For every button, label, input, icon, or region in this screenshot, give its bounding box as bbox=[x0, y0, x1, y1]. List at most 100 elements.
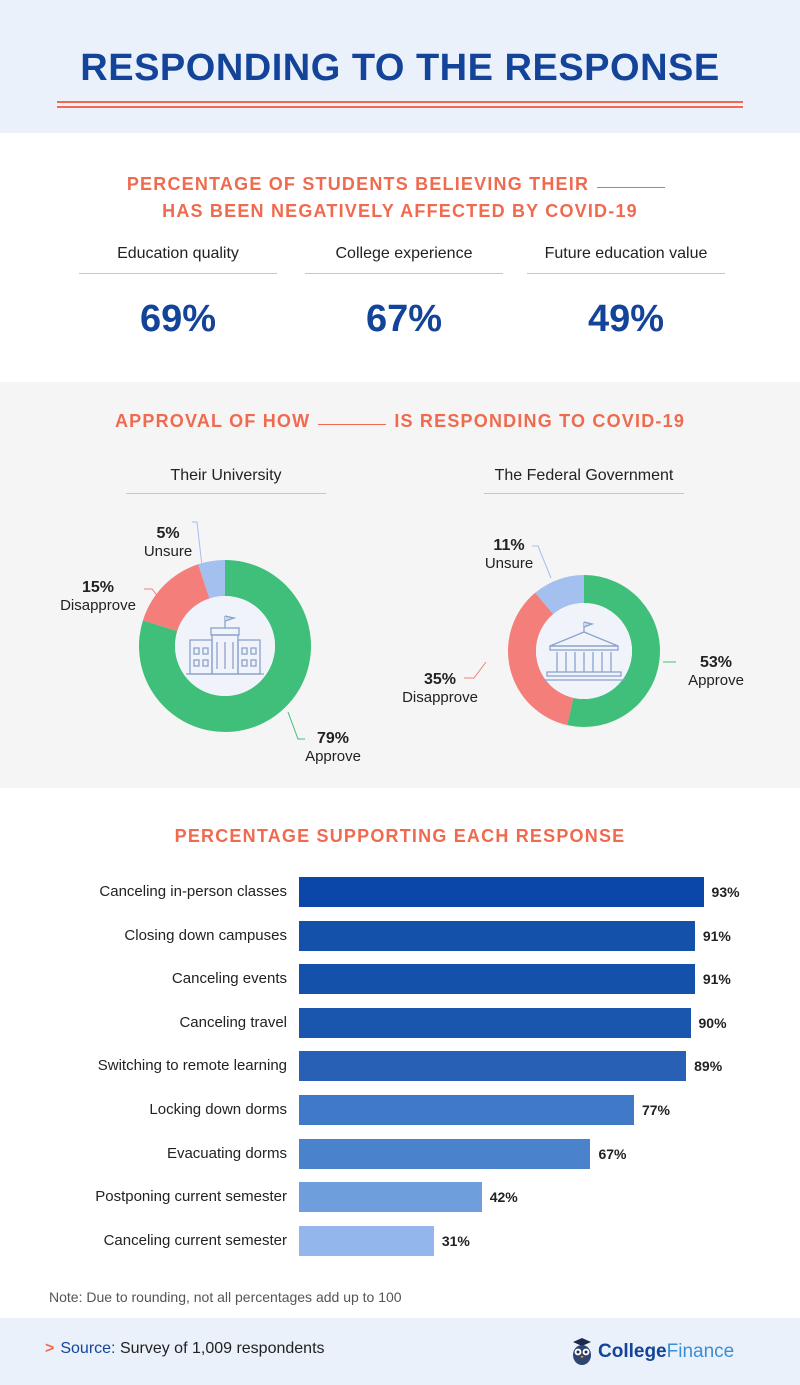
bar-category-label: Postponing current semester bbox=[95, 1188, 287, 1206]
stat-label: College experience bbox=[305, 245, 503, 274]
bar bbox=[299, 1095, 634, 1125]
bar-category-label: Switching to remote learning bbox=[97, 1057, 287, 1075]
fill-blank-line bbox=[318, 423, 387, 425]
section1-title-line2: HAS BEEN NEGATIVELY AFFECTED BY COVID-19 bbox=[162, 201, 638, 221]
bar-row: Switching to remote learning 89% bbox=[0, 1051, 800, 1082]
value-uni-approve: 79% bbox=[316, 730, 350, 747]
bar-value-label: 42% bbox=[489, 1189, 518, 1206]
bar-value-label: 90% bbox=[698, 1014, 727, 1031]
label-gov-unsure: 11% Unsure bbox=[478, 537, 540, 573]
stat-value: 67% bbox=[365, 298, 443, 340]
chevron-right-icon: > bbox=[45, 1340, 55, 1357]
donut-slice-gov-approve bbox=[567, 575, 661, 727]
section2-title: APPROVAL OF HOW IS RESPONDING TO COVID-19 bbox=[114, 411, 686, 431]
bar-value-label: 91% bbox=[702, 971, 731, 988]
fill-blank-line bbox=[597, 186, 666, 188]
label-gov-approve: 53% Approve bbox=[680, 654, 752, 690]
bar bbox=[299, 920, 695, 951]
donut-charts bbox=[138, 521, 676, 740]
bar bbox=[299, 1138, 591, 1169]
bar-row: Locking down dorms 77% bbox=[0, 1095, 800, 1125]
bar-category-label: Canceling travel bbox=[179, 1013, 287, 1031]
donut-slice-uni-approve bbox=[138, 560, 311, 732]
page-title: RESPONDING TO THE RESPONSE bbox=[80, 47, 720, 89]
rounding-note: Note: Due to rounding, not all percentag… bbox=[49, 1289, 402, 1305]
brand-name: CollegeFinance bbox=[598, 1341, 735, 1362]
bar bbox=[299, 1051, 687, 1082]
bar-value-label: 91% bbox=[702, 927, 731, 944]
leader-line-uni-unsure bbox=[192, 521, 204, 576]
leader-line-gov-unsure bbox=[532, 545, 552, 579]
category-gov-unsure: Unsure bbox=[484, 555, 534, 572]
negative-effect-section: PERCENTAGE OF STUDENTS BELIEVING THEIR H… bbox=[0, 133, 800, 382]
bar bbox=[299, 1225, 434, 1256]
label-uni-approve: 79% Approve bbox=[298, 730, 368, 766]
bar-row: Closing down campuses 91% bbox=[0, 920, 800, 951]
owl-icon bbox=[573, 1338, 591, 1365]
bar-category-label: Canceling events bbox=[171, 970, 287, 988]
leader-line-uni-disapprove bbox=[144, 588, 164, 604]
stat-label: Future education value bbox=[527, 245, 725, 274]
value-uni-unsure: 5% bbox=[156, 525, 180, 542]
category-gov-disapprove: Disapprove bbox=[402, 689, 478, 706]
bar bbox=[299, 1007, 691, 1038]
value-uni-disapprove: 15% bbox=[81, 579, 115, 596]
stat-value: 49% bbox=[587, 298, 665, 340]
category-gov-approve: Approve bbox=[688, 672, 744, 689]
source-line: > Source: Survey of 1,009 respondents bbox=[45, 1340, 325, 1358]
federal-building-icon bbox=[543, 621, 625, 681]
bar-value-label: 89% bbox=[694, 1058, 723, 1075]
support-section: PERCENTAGE SUPPORTING EACH RESPONSE Canc… bbox=[0, 788, 800, 1318]
bar-row: Canceling events 91% bbox=[0, 964, 800, 995]
donut-slice-uni-disapprove bbox=[142, 564, 210, 632]
value-gov-unsure: 11% bbox=[493, 537, 525, 554]
stat-college-experience: College experience 67% bbox=[305, 245, 503, 341]
section1-title-line1: PERCENTAGE OF STUDENTS BELIEVING THEIR bbox=[0, 174, 800, 195]
label-uni-unsure: 5% Unsure bbox=[140, 525, 196, 561]
approval-section: APPROVAL OF HOW IS RESPONDING TO COVID-19… bbox=[0, 382, 800, 788]
category-uni-unsure: Unsure bbox=[143, 543, 193, 560]
label-uni-disapprove: 15% Disapprove bbox=[52, 579, 144, 615]
stat-value: 69% bbox=[139, 298, 217, 340]
bar-value-label: 93% bbox=[711, 884, 740, 900]
source-key: Source: bbox=[60, 1340, 116, 1357]
donut-title-university: Their University bbox=[126, 467, 326, 494]
bar-row: Canceling travel 90% bbox=[0, 1007, 800, 1038]
title-rule-bottom bbox=[57, 106, 743, 108]
donut-slice-gov-unsure bbox=[535, 575, 584, 615]
title-rule-top bbox=[57, 101, 743, 103]
bar-row: Canceling current semester 31% bbox=[0, 1225, 800, 1256]
category-uni-disapprove: Disapprove bbox=[60, 597, 136, 614]
value-gov-disapprove: 35% bbox=[423, 671, 457, 688]
stat-label: Education quality bbox=[79, 245, 277, 274]
value-gov-approve: 53% bbox=[699, 654, 733, 671]
bar-value-label: 77% bbox=[641, 1102, 670, 1118]
bar-category-label: Canceling current semester bbox=[103, 1231, 287, 1249]
university-building-icon bbox=[186, 615, 264, 675]
leader-line-gov-disapprove bbox=[464, 661, 487, 679]
donut-hole-gov bbox=[536, 603, 632, 699]
category-uni-approve: Approve bbox=[305, 748, 361, 765]
donut-title-government: The Federal Government bbox=[484, 467, 684, 494]
donut-slice-uni-unsure bbox=[198, 560, 225, 599]
bar-category-label: Locking down dorms bbox=[149, 1101, 287, 1118]
bar-row: Canceling in-person classes 93% bbox=[0, 877, 800, 907]
bar-value-label: 67% bbox=[598, 1145, 627, 1162]
stat-education-quality: Education quality 69% bbox=[79, 245, 277, 341]
bar bbox=[299, 877, 704, 907]
section3-title: PERCENTAGE SUPPORTING EACH RESPONSE bbox=[174, 826, 626, 846]
bar-row: Postponing current semester 42% bbox=[0, 1182, 800, 1213]
source-text: Survey of 1,009 respondents bbox=[119, 1340, 325, 1357]
leader-line-uni-approve bbox=[287, 711, 305, 740]
bar bbox=[299, 964, 695, 995]
header-band: RESPONDING TO THE RESPONSE bbox=[0, 0, 800, 133]
bar-category-label: Canceling in-person classes bbox=[99, 883, 287, 900]
stat-future-education-value: Future education value 49% bbox=[527, 245, 725, 341]
donut-slice-gov-disapprove bbox=[508, 592, 574, 726]
footer-band: > Source: Survey of 1,009 respondents Col… bbox=[0, 1318, 800, 1385]
bar-value-label: 31% bbox=[441, 1232, 470, 1249]
bar-category-label: Evacuating dorms bbox=[166, 1144, 287, 1162]
bar-category-label: Closing down campuses bbox=[124, 926, 287, 944]
bar-row: Evacuating dorms 67% bbox=[0, 1138, 800, 1169]
bar bbox=[299, 1182, 482, 1213]
